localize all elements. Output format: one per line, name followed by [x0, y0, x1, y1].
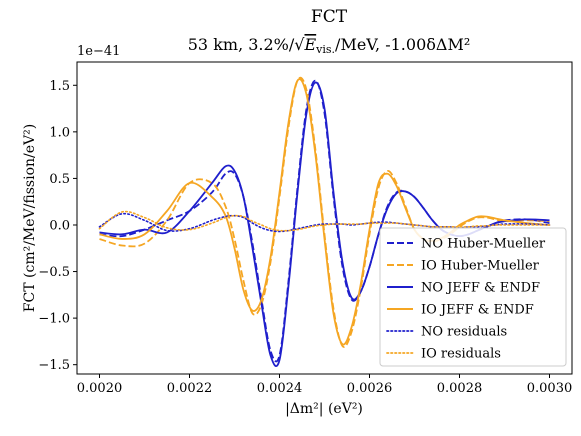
y-tick-label: 0.0 [49, 218, 70, 233]
legend: NO Huber-Mueller IO Huber-Mueller NO JEFF … [379, 227, 567, 367]
plot-frame [76, 61, 573, 375]
legend-label-4: IO JEFF & ENDF [421, 303, 534, 318]
x-axis-label: |Δm²| (eV²) [285, 401, 363, 417]
legend-label-2: IO Huber-Mueller [421, 259, 540, 274]
series-line-5 [98, 212, 551, 233]
x-tick-label: 0.0026 [347, 381, 393, 396]
legend-box [379, 227, 567, 367]
y-tick-label: −1.5 [38, 358, 70, 373]
legend-label-1: NO Huber-Mueller [421, 237, 546, 252]
y-ticks: −1.5 −1.0 −0.5 0.0 0.5 1.0 1.5 [38, 79, 77, 373]
y-tick-label: −1.0 [38, 312, 70, 327]
x-tick-label: 0.0024 [257, 381, 303, 396]
y-axis-label: FCT (cm²/MeV/fission/eV²) [22, 124, 38, 312]
subtitle-prefix: 53 km, 3.2%/ [188, 35, 295, 54]
subtitle-suffix: , -1.00δΔM² [375, 35, 470, 54]
chart-title: FCT [311, 7, 348, 27]
x-tick-label: 0.0020 [77, 381, 123, 396]
x-tick-label: 0.0030 [527, 381, 573, 396]
x-tick-label: 0.0028 [437, 381, 483, 396]
y-tick-label: 0.5 [49, 172, 70, 187]
subtitle-sqrt-sub: vis. [315, 43, 335, 56]
series-line-2 [99, 76, 550, 348]
series-line-6 [98, 210, 551, 232]
y-tick-label: 1.0 [49, 125, 70, 140]
x-ticks: 0.0020 0.0022 0.0024 0.0026 0.0028 0.0030 [77, 374, 573, 396]
y-tick-label: 1.5 [49, 79, 70, 94]
chart-subtitle: 53 km, 3.2%/√Evis./MeV, -1.00δΔM² [188, 35, 470, 56]
legend-label-5: NO residuals [421, 325, 507, 340]
series-line-4 [99, 78, 550, 346]
subtitle-sqrt-tail: /MeV [335, 35, 378, 54]
y-tick-label: −0.5 [38, 265, 70, 280]
legend-label-3: NO JEFF & ENDF [421, 281, 540, 296]
sqrt-symbol: √ [294, 35, 305, 54]
legend-label-6: IO residuals [421, 347, 501, 362]
x-tick-label: 0.0022 [167, 381, 213, 396]
subtitle-sqrt-content: E [303, 35, 316, 54]
y-offset-label: 1e−41 [77, 44, 120, 59]
